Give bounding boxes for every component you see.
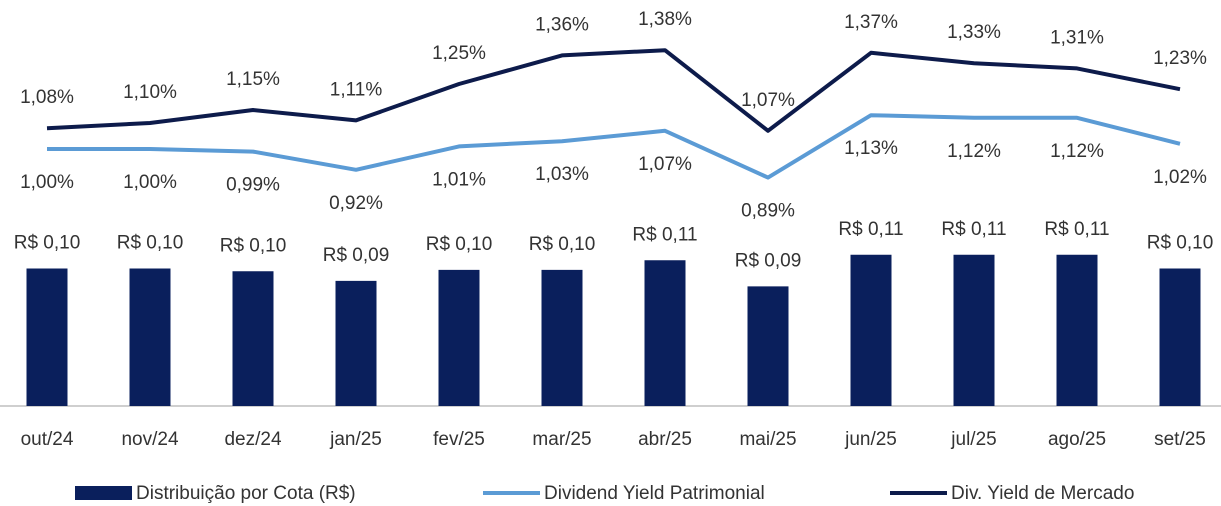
line-label: 1,07% xyxy=(741,90,795,111)
line xyxy=(47,113,1181,180)
line-label: 1,12% xyxy=(947,141,1001,162)
line-label: 1,13% xyxy=(844,138,898,159)
legend-label: Dividend Yield Patrimonial xyxy=(544,483,765,504)
legend-label: Div. Yield de Mercado xyxy=(951,483,1134,504)
line-label: 1,00% xyxy=(123,172,177,193)
line-label: 1,00% xyxy=(20,172,74,193)
bar-label: R$ 0,10 xyxy=(1147,233,1214,254)
x-tick-label: dez/24 xyxy=(224,429,281,450)
bar xyxy=(541,269,583,406)
line-label: 1,08% xyxy=(20,87,74,108)
line-label: 0,89% xyxy=(741,201,795,222)
bar-label: R$ 0,09 xyxy=(323,245,390,266)
x-tick-label: set/25 xyxy=(1154,429,1206,450)
x-tick-label: jun/25 xyxy=(844,429,897,450)
line-label: 1,02% xyxy=(1153,167,1207,188)
bar-label: R$ 0,09 xyxy=(735,250,802,271)
bar-label: R$ 0,10 xyxy=(117,233,184,254)
line-label: 0,99% xyxy=(226,175,280,196)
line-label: 1,33% xyxy=(947,22,1001,43)
bar-label: R$ 0,10 xyxy=(14,233,81,254)
line-label: 1,01% xyxy=(432,169,486,190)
line-label: 1,31% xyxy=(1050,27,1104,48)
line-label: 0,92% xyxy=(329,193,383,214)
x-tick-label: ago/25 xyxy=(1048,429,1106,450)
bar xyxy=(644,260,686,406)
line-label: 1,03% xyxy=(535,164,589,185)
bar-label: R$ 0,10 xyxy=(220,235,287,256)
line-label: 1,25% xyxy=(432,43,486,64)
line-label: 1,11% xyxy=(330,79,383,100)
legend-swatch xyxy=(75,486,132,500)
bar xyxy=(1056,254,1098,406)
line-label: 1,37% xyxy=(844,12,898,33)
line-label: 1,10% xyxy=(123,82,177,103)
x-tick-label: fev/25 xyxy=(433,429,485,450)
bar xyxy=(26,268,68,406)
x-tick-label: jan/25 xyxy=(329,429,382,450)
bar xyxy=(232,271,274,406)
bar-label: R$ 0,10 xyxy=(426,234,493,255)
bar xyxy=(335,280,377,406)
bar xyxy=(438,269,480,406)
x-tick-label: mar/25 xyxy=(532,429,591,450)
x-tick-label: out/24 xyxy=(21,429,74,450)
bar-label: R$ 0,11 xyxy=(941,219,1006,240)
bar-label: R$ 0,10 xyxy=(529,234,596,255)
line-label: 1,23% xyxy=(1153,48,1207,69)
x-tick-label: mai/25 xyxy=(739,429,796,450)
line-label: 1,38% xyxy=(638,9,692,30)
x-tick-label: nov/24 xyxy=(121,429,178,450)
bar xyxy=(1159,268,1201,406)
bar-label: R$ 0,11 xyxy=(1044,219,1109,240)
bar xyxy=(747,286,789,406)
line xyxy=(46,48,1181,133)
bar xyxy=(850,254,892,406)
legend-label: Distribuição por Cota (R$) xyxy=(136,483,356,504)
line-label: 1,07% xyxy=(638,154,692,175)
x-tick-label: jul/25 xyxy=(950,429,996,450)
bar-label: R$ 0,11 xyxy=(632,224,697,245)
bar xyxy=(129,268,171,406)
line-label: 1,12% xyxy=(1050,141,1104,162)
line-label: 1,36% xyxy=(535,14,589,35)
x-tick-label: abr/25 xyxy=(638,429,692,450)
line-label: 1,15% xyxy=(226,69,280,90)
bar-label: R$ 0,11 xyxy=(838,219,903,240)
bar xyxy=(953,254,995,406)
